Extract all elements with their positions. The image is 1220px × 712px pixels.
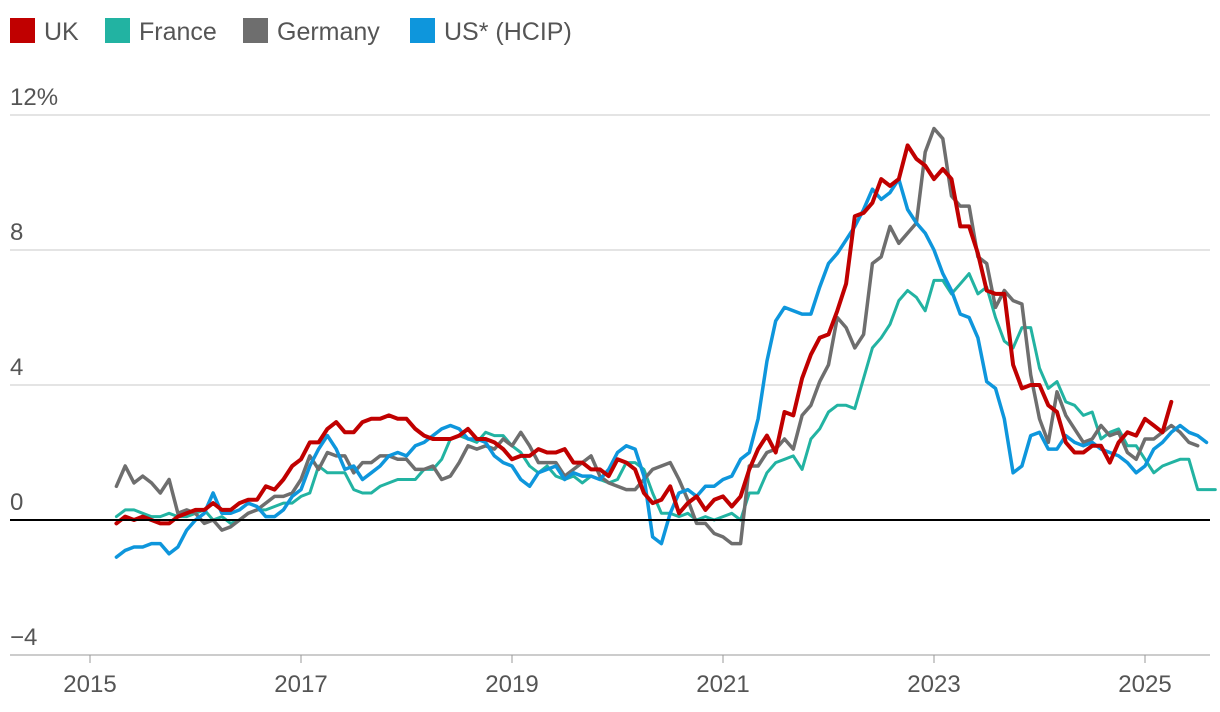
series-0: [114, 272, 1217, 525]
x-tick-label-2: 2019: [485, 671, 538, 698]
y-tick-label-3: 0: [10, 489, 23, 516]
x-tick-label-5: 2025: [1118, 671, 1171, 698]
x-axis: 2015 2017 2019 2021 2023 2025: [10, 654, 1210, 698]
legend-label-1: France: [139, 18, 217, 46]
series-line-1: [114, 126, 1200, 546]
y-tick-label-4: −4: [10, 624, 37, 651]
x-tick-label-1: 2017: [274, 671, 327, 698]
series-line-3: [114, 143, 1174, 526]
x-tick-label-4: 2023: [907, 671, 960, 698]
legend-swatch-1: [105, 18, 130, 43]
series-1: [114, 126, 1200, 546]
series-3: [114, 143, 1174, 526]
x-tick-label-0: 2015: [63, 671, 116, 698]
legend-label-2: Germany: [277, 18, 380, 46]
legend-label-0: UK: [44, 18, 79, 46]
legend-swatch-3: [410, 18, 435, 43]
legend: UK France Germany US* (HCIP): [10, 18, 572, 46]
x-tick-label-3: 2021: [696, 671, 749, 698]
legend-swatch-0: [10, 18, 35, 43]
series-2: [114, 177, 1209, 559]
legend-label-3: US* (HCIP): [444, 18, 572, 46]
y-tick-label-0: 12%: [10, 84, 58, 111]
series-line-2: [114, 177, 1209, 559]
legend-swatch-2: [243, 18, 268, 43]
y-tick-label-2: 4: [10, 354, 23, 381]
y-tick-label-1: 8: [10, 219, 23, 246]
series-line-0: [114, 272, 1217, 525]
series-lines: [114, 126, 1217, 559]
y-axis-labels: 12% 8 4 0 −4: [10, 84, 58, 651]
